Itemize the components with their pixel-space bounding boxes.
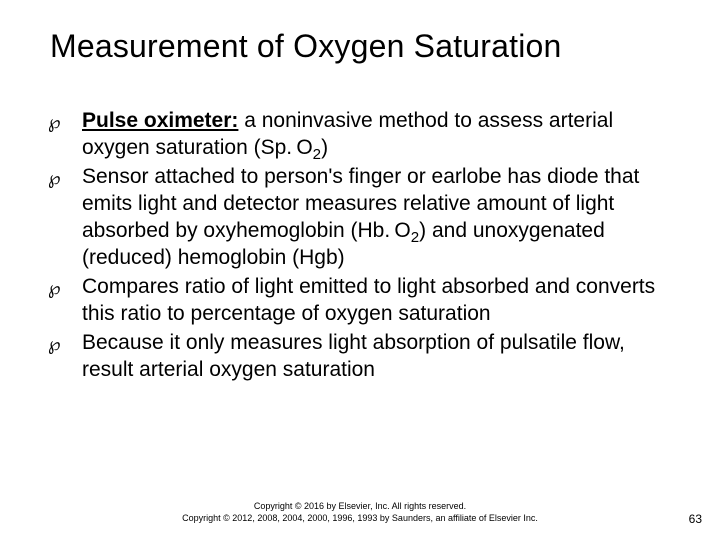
bullet-text: Sensor attached to person's finger or ea… [82,163,680,271]
page-number: 63 [689,512,702,526]
copyright-footer: Copyright © 2016 by Elsevier, Inc. All r… [0,500,720,524]
footer-line-2: Copyright © 2012, 2008, 2004, 2000, 1996… [0,512,720,524]
list-item: ℘ Because it only measures light absorpt… [48,329,680,383]
slide-body: ℘ Pulse oximeter: a noninvasive method t… [48,107,680,383]
bullet-text: Pulse oximeter: a noninvasive method to … [82,107,680,161]
list-item: ℘ Sensor attached to person's finger or … [48,163,680,271]
bullet-icon: ℘ [48,329,82,358]
slide-title: Measurement of Oxygen Saturation [50,28,680,65]
list-item: ℘ Pulse oximeter: a noninvasive method t… [48,107,680,161]
bullet-icon: ℘ [48,107,82,136]
footer-line-1: Copyright © 2016 by Elsevier, Inc. All r… [0,500,720,512]
bullet-text: Compares ratio of light emitted to light… [82,273,680,327]
bullet-icon: ℘ [48,273,82,302]
bullet-icon: ℘ [48,163,82,192]
slide: Measurement of Oxygen Saturation ℘ Pulse… [0,0,720,540]
bullet-text: Because it only measures light absorptio… [82,329,680,383]
list-item: ℘ Compares ratio of light emitted to lig… [48,273,680,327]
